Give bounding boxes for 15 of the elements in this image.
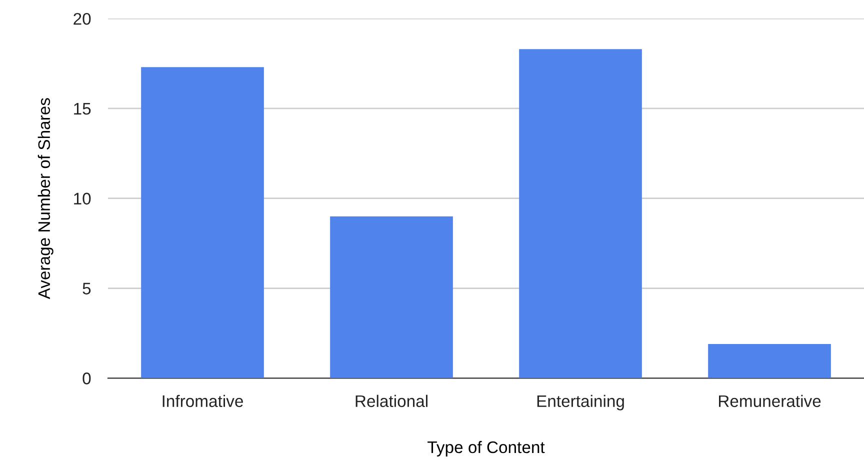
- x-tick-label: Infromative: [162, 394, 243, 408]
- x-axis-title: Type of Content: [428, 440, 545, 456]
- bar: [519, 49, 642, 378]
- x-tick-label: Remunerative: [718, 394, 821, 408]
- y-axis-title: Average Number of Shares: [38, 98, 54, 300]
- y-tick-label: 20: [74, 12, 91, 25]
- x-tick-label: Relational: [356, 394, 428, 408]
- x-tick-label: Entertaining: [537, 394, 624, 410]
- y-tick-label: 10: [74, 192, 91, 205]
- bar: [141, 67, 264, 378]
- y-tick-label: 0: [82, 372, 91, 384]
- y-tick-label: 15: [74, 103, 91, 115]
- bar: [708, 344, 831, 378]
- y-tick-label: 5: [82, 282, 91, 294]
- bar: [330, 216, 453, 378]
